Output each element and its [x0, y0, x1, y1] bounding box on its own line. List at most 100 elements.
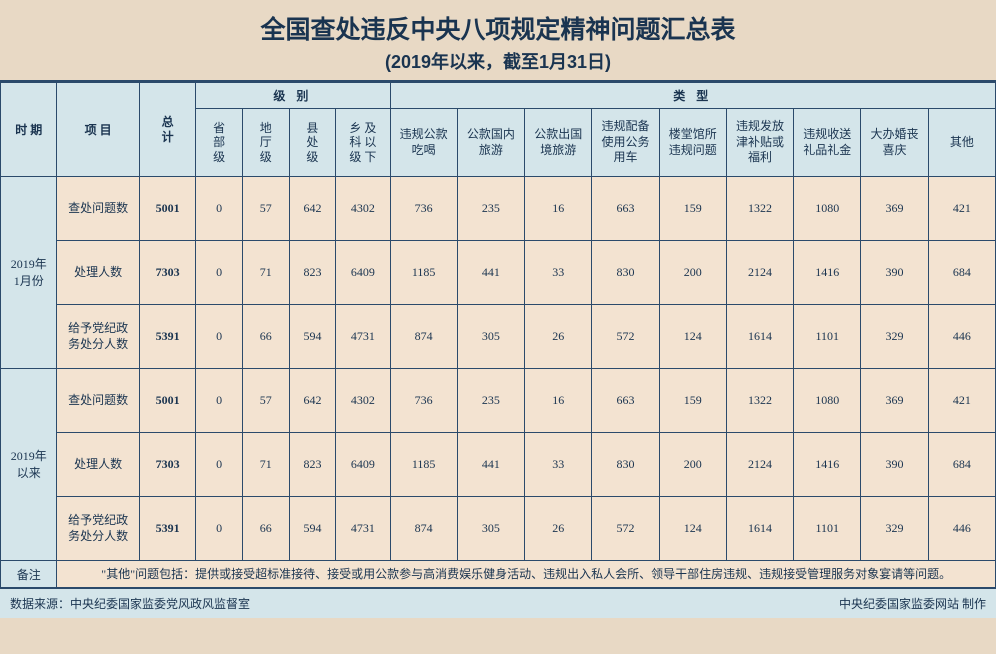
- title-area: 全国查处违反中央八项规定精神问题汇总表 (2019年以来，截至1月31日): [0, 0, 996, 82]
- value-cell: 305: [457, 497, 524, 561]
- value-cell: 57: [242, 369, 289, 433]
- value-cell: 0: [196, 177, 243, 241]
- table-row: 处理人数730307182364091185441338302002124141…: [1, 433, 996, 497]
- note-label: 备注: [1, 561, 57, 588]
- value-cell: 235: [457, 369, 524, 433]
- value-cell: 305: [457, 305, 524, 369]
- value-cell: 200: [659, 241, 726, 305]
- table-row: 2019年1月份查处问题数500105764243027362351666315…: [1, 177, 996, 241]
- value-cell: 26: [525, 305, 592, 369]
- value-cell: 159: [659, 369, 726, 433]
- value-cell: 663: [592, 177, 659, 241]
- value-cell: 441: [457, 433, 524, 497]
- value-cell: 572: [592, 305, 659, 369]
- footer-right: 中央纪委国家监委网站 制作: [839, 595, 986, 612]
- value-cell: 0: [196, 241, 243, 305]
- header-row-1: 时 期 项 目 总计 级 别 类 型: [1, 83, 996, 109]
- value-cell: 329: [861, 497, 928, 561]
- table-row: 2019年以来查处问题数5001057642430273623516663159…: [1, 369, 996, 433]
- hdr-type: 违规收送礼品礼金: [794, 109, 861, 177]
- value-cell: 200: [659, 433, 726, 497]
- table-row: 处理人数730307182364091185441338302002124141…: [1, 241, 996, 305]
- value-cell: 390: [861, 241, 928, 305]
- value-cell: 642: [289, 369, 336, 433]
- value-cell: 830: [592, 433, 659, 497]
- total-cell: 5391: [139, 305, 195, 369]
- value-cell: 235: [457, 177, 524, 241]
- hdr-level-group: 级 别: [196, 83, 390, 109]
- value-cell: 736: [390, 177, 457, 241]
- value-cell: 823: [289, 241, 336, 305]
- value-cell: 823: [289, 433, 336, 497]
- value-cell: 0: [196, 497, 243, 561]
- total-cell: 7303: [139, 241, 195, 305]
- value-cell: 421: [928, 177, 995, 241]
- value-cell: 329: [861, 305, 928, 369]
- footer: 数据来源：中央纪委国家监委党风政风监督室 中央纪委国家监委网站 制作: [0, 588, 996, 618]
- value-cell: 684: [928, 433, 995, 497]
- value-cell: 16: [525, 177, 592, 241]
- value-cell: 26: [525, 497, 592, 561]
- value-cell: 1416: [794, 241, 861, 305]
- total-cell: 5391: [139, 497, 195, 561]
- value-cell: 0: [196, 305, 243, 369]
- value-cell: 874: [390, 497, 457, 561]
- hdr-level: 省部级: [196, 109, 243, 177]
- value-cell: 6409: [336, 241, 390, 305]
- note-row: 备注 "其他"问题包括：提供或接受超标准接待、接受或用公款参与高消费娱乐健身活动…: [1, 561, 996, 588]
- hdr-type: 大办婚丧喜庆: [861, 109, 928, 177]
- value-cell: 159: [659, 177, 726, 241]
- value-cell: 1614: [726, 497, 793, 561]
- hdr-period: 时 期: [1, 83, 57, 177]
- value-cell: 642: [289, 177, 336, 241]
- hdr-type-group: 类 型: [390, 83, 995, 109]
- hdr-type: 楼堂馆所违规问题: [659, 109, 726, 177]
- value-cell: 736: [390, 369, 457, 433]
- value-cell: 446: [928, 497, 995, 561]
- value-cell: 4731: [336, 305, 390, 369]
- report-container: 全国查处违反中央八项规定精神问题汇总表 (2019年以来，截至1月31日) 时 …: [0, 0, 996, 654]
- hdr-type: 违规公款吃喝: [390, 109, 457, 177]
- table-row: 给予党纪政务处分人数539106659447318743052657212416…: [1, 305, 996, 369]
- value-cell: 1416: [794, 433, 861, 497]
- hdr-type: 公款出国境旅游: [525, 109, 592, 177]
- sub-title: (2019年以来，截至1月31日): [0, 48, 996, 74]
- item-cell: 给予党纪政务处分人数: [57, 497, 139, 561]
- value-cell: 124: [659, 305, 726, 369]
- total-cell: 7303: [139, 433, 195, 497]
- value-cell: 369: [861, 369, 928, 433]
- value-cell: 1322: [726, 177, 793, 241]
- value-cell: 4302: [336, 369, 390, 433]
- main-title: 全国查处违反中央八项规定精神问题汇总表: [0, 10, 996, 46]
- value-cell: 663: [592, 369, 659, 433]
- item-cell: 查处问题数: [57, 177, 139, 241]
- value-cell: 421: [928, 369, 995, 433]
- value-cell: 71: [242, 241, 289, 305]
- value-cell: 16: [525, 369, 592, 433]
- value-cell: 874: [390, 305, 457, 369]
- value-cell: 390: [861, 433, 928, 497]
- value-cell: 830: [592, 241, 659, 305]
- value-cell: 6409: [336, 433, 390, 497]
- total-cell: 5001: [139, 177, 195, 241]
- value-cell: 1101: [794, 305, 861, 369]
- value-cell: 1080: [794, 177, 861, 241]
- value-cell: 1322: [726, 369, 793, 433]
- value-cell: 446: [928, 305, 995, 369]
- hdr-item: 项 目: [57, 83, 139, 177]
- period-cell: 2019年以来: [1, 369, 57, 561]
- footer-left: 数据来源：中央纪委国家监委党风政风监督室: [10, 595, 250, 612]
- period-cell: 2019年1月份: [1, 177, 57, 369]
- hdr-level: 地厅级: [242, 109, 289, 177]
- value-cell: 0: [196, 433, 243, 497]
- hdr-type: 公款国内旅游: [457, 109, 524, 177]
- value-cell: 33: [525, 241, 592, 305]
- value-cell: 33: [525, 433, 592, 497]
- hdr-type: 其他: [928, 109, 995, 177]
- item-cell: 处理人数: [57, 241, 139, 305]
- value-cell: 2124: [726, 241, 793, 305]
- value-cell: 572: [592, 497, 659, 561]
- value-cell: 71: [242, 433, 289, 497]
- hdr-type: 违规配备使用公务用车: [592, 109, 659, 177]
- value-cell: 2124: [726, 433, 793, 497]
